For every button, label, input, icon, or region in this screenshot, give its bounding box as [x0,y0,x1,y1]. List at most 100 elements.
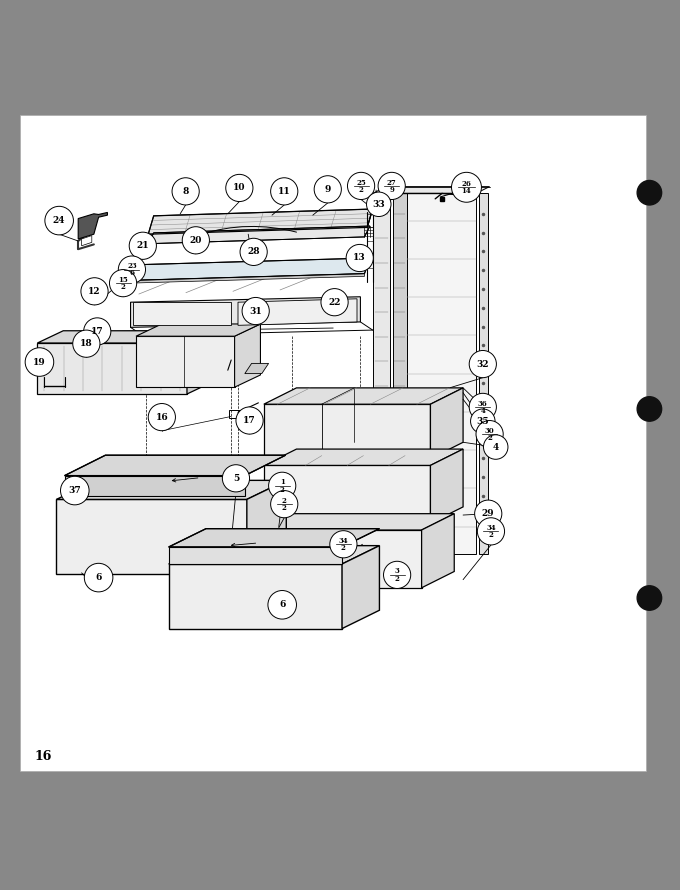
Text: 14: 14 [462,188,471,196]
Text: 2: 2 [488,531,494,539]
Circle shape [222,465,250,492]
Circle shape [378,173,405,199]
Circle shape [118,256,146,283]
Circle shape [452,173,481,202]
Text: 18: 18 [80,339,92,348]
Text: 35: 35 [477,417,489,425]
Text: 4: 4 [480,407,486,415]
Circle shape [347,173,375,199]
Text: 13: 13 [354,254,366,263]
Text: 25: 25 [356,179,366,187]
Text: 31: 31 [250,306,262,316]
Text: 3: 3 [395,568,399,576]
Text: 34: 34 [339,537,348,545]
Text: 16: 16 [156,413,168,422]
Text: 17: 17 [243,416,256,425]
Polygon shape [37,331,213,343]
Circle shape [475,500,502,527]
Text: 2: 2 [341,544,346,552]
Circle shape [637,586,662,611]
Circle shape [25,348,54,376]
Text: 2: 2 [282,504,287,512]
Polygon shape [56,481,286,499]
Polygon shape [65,455,286,475]
Text: 20: 20 [190,236,202,245]
Polygon shape [238,299,357,326]
Polygon shape [430,388,463,458]
Polygon shape [148,226,370,244]
Polygon shape [56,499,247,574]
Text: 11: 11 [278,187,290,196]
Polygon shape [169,564,342,628]
Text: 36: 36 [478,400,488,408]
Circle shape [269,473,296,499]
Text: 2: 2 [120,283,126,291]
Polygon shape [169,529,379,547]
Polygon shape [129,258,370,280]
Circle shape [236,407,263,434]
Polygon shape [264,404,430,458]
Circle shape [242,297,269,325]
Text: 6: 6 [129,270,135,278]
Text: 32: 32 [477,360,489,368]
Polygon shape [235,324,260,387]
Text: 9: 9 [389,186,394,194]
Text: 12: 12 [88,287,101,295]
Circle shape [148,403,175,431]
Text: 1: 1 [279,479,285,487]
Polygon shape [129,273,364,283]
Polygon shape [422,514,454,587]
Text: 6: 6 [95,573,102,582]
Text: 33: 33 [373,199,385,209]
Text: 10: 10 [233,183,245,192]
Text: 26: 26 [462,180,471,188]
Circle shape [476,420,503,448]
Polygon shape [342,546,379,628]
Polygon shape [136,324,260,336]
Polygon shape [264,449,463,465]
Circle shape [483,435,508,459]
Circle shape [240,239,267,265]
Circle shape [469,351,496,377]
Polygon shape [255,530,422,587]
Text: 16: 16 [34,750,52,764]
Text: 28: 28 [248,247,260,256]
Polygon shape [131,296,360,328]
Polygon shape [169,546,379,564]
Text: 19: 19 [33,358,46,367]
Text: 17: 17 [91,327,103,336]
Circle shape [182,227,209,254]
Text: 2: 2 [394,575,400,583]
Circle shape [61,476,89,505]
Circle shape [271,178,298,205]
Circle shape [471,409,495,433]
Text: 9: 9 [324,185,331,194]
Text: 4: 4 [492,442,499,451]
Text: 6: 6 [279,600,286,610]
Text: 29: 29 [482,509,494,518]
Text: 34: 34 [486,524,496,532]
Polygon shape [373,193,390,554]
Polygon shape [82,236,92,246]
Polygon shape [373,187,490,193]
Text: 2: 2 [279,486,285,494]
Text: 15: 15 [118,276,128,284]
Text: 27: 27 [387,179,396,187]
Polygon shape [78,213,107,239]
Text: 8: 8 [182,187,189,196]
Circle shape [367,192,391,216]
Circle shape [637,181,662,205]
Polygon shape [133,303,231,326]
Circle shape [477,518,505,545]
Polygon shape [479,193,488,554]
Polygon shape [148,209,373,234]
Text: 24: 24 [53,216,65,225]
Text: 37: 37 [69,486,81,495]
Polygon shape [264,388,463,404]
Circle shape [469,393,496,420]
Polygon shape [264,465,430,523]
Polygon shape [247,481,286,574]
Circle shape [321,288,348,316]
Circle shape [346,245,373,271]
Polygon shape [169,547,342,564]
